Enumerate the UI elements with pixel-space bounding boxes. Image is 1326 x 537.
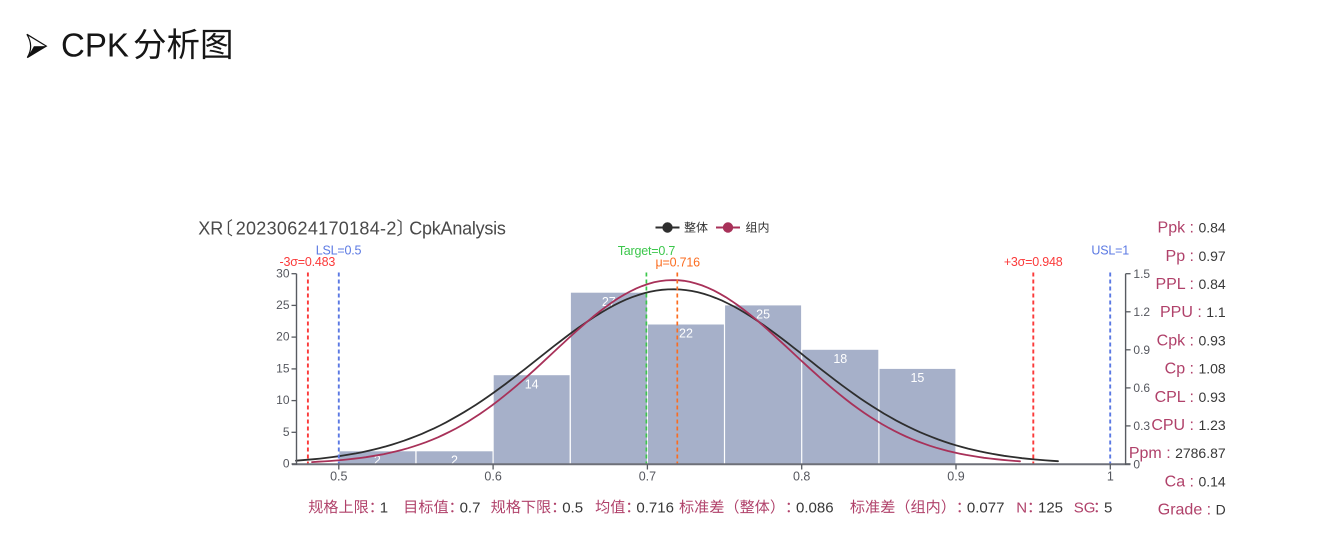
svg-text:5: 5	[1104, 499, 1112, 516]
svg-text:1.5: 1.5	[1133, 267, 1150, 281]
svg-text:14: 14	[525, 377, 539, 391]
svg-text:μ=0.716: μ=0.716	[656, 256, 701, 270]
svg-text:0.8: 0.8	[793, 469, 810, 483]
svg-text:0.9: 0.9	[947, 469, 964, 483]
svg-text:0.077: 0.077	[967, 499, 1005, 516]
svg-text:20: 20	[276, 330, 290, 344]
svg-text:Cp : 1.08: Cp : 1.08	[1165, 361, 1226, 378]
svg-text:0: 0	[283, 457, 290, 471]
svg-text:15: 15	[910, 371, 924, 385]
svg-text:CPK: CPK	[61, 27, 129, 64]
svg-text:Target=0.7: Target=0.7	[618, 244, 676, 258]
svg-text:N: N	[1016, 499, 1027, 516]
svg-text:Ppm : 2786.87: Ppm : 2786.87	[1129, 445, 1226, 462]
svg-text:Ppk : 0.84: Ppk : 0.84	[1158, 220, 1226, 237]
svg-text:1.2: 1.2	[1133, 305, 1150, 319]
svg-text:10: 10	[276, 393, 290, 407]
svg-text:0.6: 0.6	[484, 469, 501, 483]
svg-text:LSL=0.5: LSL=0.5	[316, 244, 362, 258]
svg-text:0.3: 0.3	[1133, 419, 1150, 433]
svg-text:USL=1: USL=1	[1091, 244, 1129, 258]
svg-text:+3σ=0.948: +3σ=0.948	[1004, 255, 1063, 269]
svg-text:0.7: 0.7	[460, 499, 481, 516]
svg-text:CPL : 0.93: CPL : 0.93	[1155, 389, 1226, 406]
svg-text:Cpk : 0.93: Cpk : 0.93	[1157, 332, 1226, 349]
svg-text:0.716: 0.716	[636, 499, 674, 516]
svg-text:22: 22	[679, 327, 693, 341]
svg-text:1: 1	[1107, 469, 1114, 483]
svg-text:CpkAnalysis: CpkAnalysis	[409, 219, 506, 239]
svg-text:0.9: 0.9	[1133, 343, 1150, 357]
svg-text:0: 0	[1133, 457, 1140, 471]
svg-text:Grade : D: Grade : D	[1158, 502, 1226, 519]
svg-text:Pp : 0.97: Pp : 0.97	[1166, 248, 1226, 265]
svg-text:SG: SG	[1074, 499, 1096, 516]
svg-text:2: 2	[374, 454, 381, 468]
svg-text:1: 1	[380, 499, 388, 516]
svg-text:20230624170184-2: 20230624170184-2	[236, 219, 397, 239]
svg-text:PPL : 0.84: PPL : 0.84	[1155, 276, 1225, 293]
svg-text:XR: XR	[198, 219, 223, 239]
svg-text:0.7: 0.7	[639, 469, 656, 483]
svg-text:-3σ=0.483: -3σ=0.483	[279, 255, 335, 269]
svg-text:PPU : 1.1: PPU : 1.1	[1160, 304, 1226, 321]
svg-text:0.5: 0.5	[330, 469, 347, 483]
svg-text:18: 18	[833, 352, 847, 366]
svg-text:125: 125	[1038, 499, 1063, 516]
svg-text:15: 15	[276, 362, 290, 376]
svg-text:Ca : 0.14: Ca : 0.14	[1165, 473, 1226, 490]
svg-text:25: 25	[276, 298, 290, 312]
svg-text:2: 2	[451, 454, 458, 468]
svg-text:0.086: 0.086	[796, 499, 834, 516]
svg-text:CPU : 1.23: CPU : 1.23	[1151, 417, 1226, 434]
svg-text:0.6: 0.6	[1133, 381, 1150, 395]
svg-text:0.5: 0.5	[562, 499, 583, 516]
svg-text:30: 30	[276, 266, 290, 280]
svg-text:5: 5	[283, 425, 290, 439]
svg-text:25: 25	[756, 308, 770, 322]
